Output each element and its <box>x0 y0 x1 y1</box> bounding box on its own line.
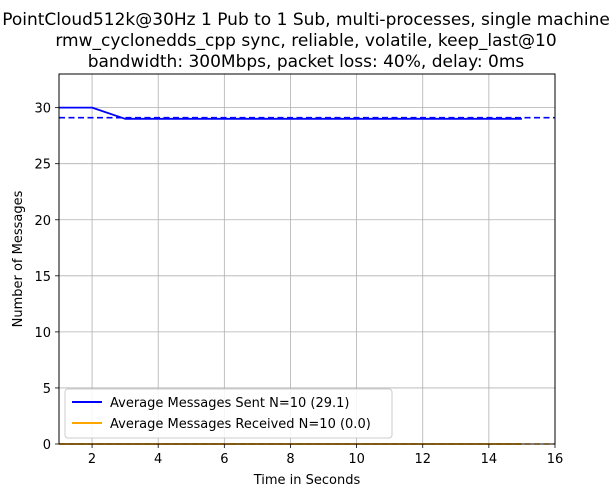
y-tick-label: 0 <box>43 438 51 453</box>
legend-label-received: Average Messages Received N=10 (0.0) <box>110 417 371 432</box>
legend-label-sent: Average Messages Sent N=10 (29.1) <box>110 396 350 411</box>
y-tick-label: 20 <box>34 214 51 229</box>
x-tick-label: 10 <box>348 452 365 467</box>
x-tick-label: 12 <box>414 452 431 467</box>
y-tick-label: 30 <box>34 102 51 117</box>
chart-title-line-1: PointCloud512k@30Hz 1 Pub to 1 Sub, mult… <box>2 10 610 30</box>
y-tick-label: 15 <box>34 270 51 285</box>
x-tick-label: 8 <box>286 452 294 467</box>
series-line-sent <box>59 106 522 120</box>
axis-ticks: 2 4 6 8 10 12 14 16 0 5 10 15 20 25 30 <box>34 102 563 467</box>
y-tick-label: 5 <box>43 382 51 397</box>
plot-area-frame <box>58 73 556 445</box>
y-tick-label: 10 <box>34 326 51 341</box>
legend-box <box>64 388 393 439</box>
y-tick-label: 25 <box>34 158 51 173</box>
x-tick-label: 16 <box>547 452 564 467</box>
x-tick-label: 14 <box>481 452 498 467</box>
legend: Average Messages Sent N=10 (29.1) Averag… <box>64 388 393 439</box>
y-axis-label: Number of Messages <box>11 190 26 327</box>
x-tick-label: 4 <box>154 452 162 467</box>
chart-title-line-3: bandwidth: 300Mbps, packet loss: 40%, de… <box>88 52 525 72</box>
chart-title-line-2: rmw_cyclonedds_cpp sync, reliable, volat… <box>55 31 556 51</box>
x-tick-label: 2 <box>88 452 96 467</box>
x-tick-label: 6 <box>220 452 228 467</box>
gridlines <box>59 74 556 445</box>
x-axis-label: Time in Seconds <box>253 473 361 488</box>
